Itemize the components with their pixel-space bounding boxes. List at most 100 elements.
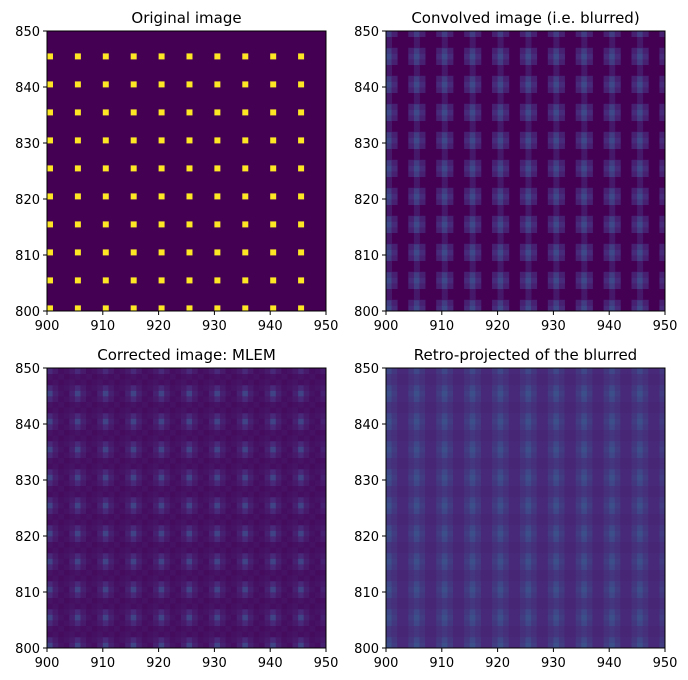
heatmap-cell: [603, 586, 610, 593]
heatmap-cell: [208, 541, 215, 548]
heatmap-cell: [441, 502, 448, 509]
heatmap-cell: [102, 530, 109, 537]
heatmap-cell: [631, 75, 638, 82]
heatmap-cell: [320, 631, 327, 638]
heatmap-cell: [525, 120, 532, 127]
heatmap-cell: [125, 536, 132, 542]
heatmap-cell: [197, 597, 204, 604]
heatmap-cell: [102, 592, 109, 598]
heatmap-cell: [525, 137, 532, 144]
heatmap-cell: [413, 625, 420, 632]
heatmap-cell: [553, 103, 560, 110]
heatmap-cell: [531, 564, 538, 570]
heatmap-cell: [69, 480, 76, 486]
heatmap-cell: [575, 519, 582, 526]
heatmap-cell: [503, 508, 510, 514]
heatmap-cell: [125, 401, 132, 408]
heatmap-cell: [80, 373, 87, 380]
heatmap-cell: [102, 109, 109, 116]
heatmap-cell: [119, 580, 126, 587]
heatmap-cell: [497, 31, 504, 37]
heatmap-cell: [536, 636, 543, 643]
heatmap-cell: [247, 418, 254, 425]
heatmap-cell: [47, 457, 53, 464]
heatmap-cell: [586, 271, 593, 278]
heatmap-cell: [180, 457, 187, 464]
heatmap-cell: [303, 429, 310, 436]
heatmap-cell: [631, 524, 638, 531]
heatmap-cell: [581, 126, 588, 133]
heatmap-cell: [153, 580, 159, 587]
heatmap-cell: [452, 569, 459, 576]
heatmap-cell: [553, 36, 560, 43]
heatmap-cell: [419, 187, 426, 194]
heatmap-cell: [637, 592, 644, 598]
heatmap-cell: [108, 463, 115, 470]
heatmap-cell: [609, 524, 616, 531]
heatmap-cell: [492, 620, 498, 626]
heatmap-cell: [486, 620, 493, 626]
heatmap-cell: [242, 558, 249, 565]
heatmap-cell: [609, 636, 616, 643]
heatmap-cell: [609, 171, 616, 177]
heatmap-cell: [642, 283, 649, 289]
heatmap-cell: [86, 368, 93, 374]
heatmap-cell: [292, 368, 299, 374]
heatmap-cell: [497, 569, 504, 576]
heatmap-cell: [642, 249, 649, 256]
heatmap-cell: [214, 541, 221, 548]
heatmap-cell: [219, 631, 226, 638]
heatmap-cell: [113, 620, 120, 626]
heatmap-cell: [413, 199, 420, 205]
heatmap-cell: [653, 631, 660, 638]
heatmap-cell: [141, 564, 148, 570]
heatmap-cell: [186, 524, 193, 531]
heatmap-cell: [80, 586, 87, 593]
heatmap-cell: [119, 390, 126, 397]
heatmap-cell: [519, 143, 526, 149]
heatmap-cell: [180, 524, 187, 531]
heatmap-cell: [581, 294, 588, 301]
heatmap-cell: [419, 143, 426, 149]
heatmap-cell: [47, 468, 53, 475]
heatmap-cell: [447, 491, 454, 498]
heatmap-cell: [147, 496, 154, 503]
heatmap-cell: [69, 575, 76, 582]
heatmap-cell: [631, 536, 638, 542]
heatmap-cell: [108, 429, 115, 436]
heatmap-cell: [397, 530, 404, 537]
heatmap-cell: [447, 496, 454, 503]
heatmap-cell: [158, 396, 165, 402]
heatmap-cell: [441, 154, 448, 161]
heatmap-cell: [186, 569, 193, 576]
heatmap-cell: [480, 642, 487, 649]
heatmap-cell: [264, 468, 271, 475]
heatmap-cell: [192, 435, 199, 442]
heatmap-cell: [141, 440, 148, 447]
heatmap-cell: [436, 193, 443, 200]
y-tick-label: 810: [354, 249, 379, 264]
heatmap-cell: [208, 452, 215, 458]
heatmap-cell: [136, 642, 143, 649]
heatmap-cell: [203, 552, 210, 559]
heatmap-cell: [169, 586, 176, 593]
heatmap-cell: [469, 631, 476, 638]
heatmap-cell: [592, 631, 599, 638]
heatmap-cell: [531, 277, 538, 284]
heatmap-cell: [492, 171, 498, 177]
heatmap-cell: [603, 131, 610, 138]
heatmap-cell: [264, 603, 271, 610]
heatmap-cell: [402, 575, 409, 582]
heatmap-cell: [642, 502, 649, 509]
heatmap-cell: [536, 631, 543, 638]
heatmap-cell: [63, 474, 70, 481]
heatmap-cell: [186, 368, 193, 374]
heatmap-cell: [492, 115, 498, 121]
heatmap-cell: [659, 519, 666, 526]
heatmap-cell: [74, 502, 81, 509]
heatmap-cell: [525, 491, 532, 498]
heatmap-cell: [547, 215, 554, 222]
heatmap-cell: [158, 558, 165, 565]
heatmap-cell: [391, 59, 398, 65]
heatmap-cell: [436, 496, 443, 503]
